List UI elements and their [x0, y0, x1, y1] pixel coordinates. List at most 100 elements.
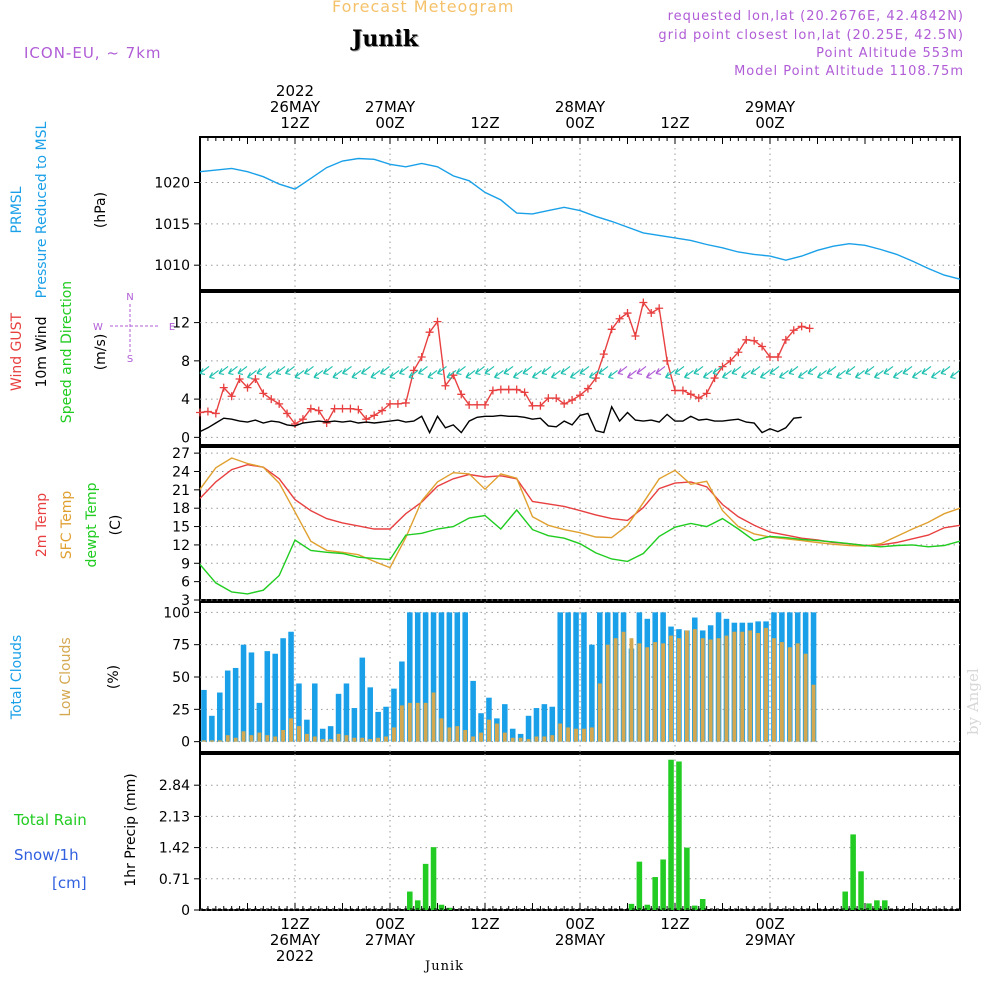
- gust-marker: [512, 385, 521, 394]
- low-cloud-bar: [566, 727, 571, 742]
- wind-direction-arrow: [626, 369, 637, 380]
- bottom-time-label: 2022: [276, 947, 314, 965]
- gust-marker: [726, 356, 735, 365]
- low-cloud-bar: [803, 653, 808, 742]
- total-cloud-bar: [573, 612, 579, 742]
- top-time-label: 00Z: [565, 114, 594, 132]
- wind-direction-arrow: [883, 365, 894, 376]
- low-cloud-bar: [677, 638, 681, 742]
- gust-marker: [552, 394, 561, 403]
- pressure-ytick-label: 1020: [154, 175, 190, 191]
- gust-marker: [576, 391, 584, 400]
- low-cloud-bar: [368, 739, 373, 742]
- low-cloud-bar: [241, 731, 246, 742]
- low-cloud-bar: [661, 643, 666, 742]
- total-cloud-bar: [248, 652, 255, 742]
- low-cloud-bar: [748, 630, 753, 742]
- gust-line: [199, 300, 810, 425]
- wind-direction-arrow: [408, 369, 419, 380]
- wind-direction-arrow: [702, 369, 713, 380]
- wind-direction-arrow: [522, 365, 533, 376]
- gust-marker: [631, 331, 640, 340]
- point-altitude: Point Altitude 553m: [816, 46, 964, 61]
- low-cloud-bar: [502, 732, 507, 742]
- rain-bar: [644, 904, 651, 910]
- wind-direction-arrow: [655, 365, 666, 376]
- total-cloud-bar: [502, 704, 508, 742]
- wind-direction-arrow: [332, 369, 343, 380]
- wind-direction-arrow: [617, 365, 628, 376]
- clouds-ytick-label: 75: [172, 638, 190, 654]
- low-cloud-bar: [352, 737, 357, 742]
- rain-bar: [652, 877, 658, 910]
- total-cloud-bar: [272, 653, 278, 742]
- low-cloud-bar: [724, 635, 729, 742]
- total-cloud-bar: [264, 651, 271, 742]
- wind-direction-arrow: [560, 365, 571, 376]
- low-cloud-bar: [550, 735, 555, 742]
- gust-marker: [544, 394, 553, 403]
- pressure-panel: 1010 1015 1020: [154, 136, 961, 291]
- bottom-time-label: 28MAY: [555, 931, 606, 949]
- clouds-ytick-label: 0: [181, 735, 190, 751]
- sfc-temp-line: [199, 457, 961, 569]
- low-cloud-bar: [431, 692, 436, 742]
- temperature-ylabel: SFC Temp: [59, 491, 75, 560]
- clouds-ylabel: Total Clouds: [9, 635, 25, 720]
- wind-direction-arrow: [636, 365, 647, 376]
- low-cloud-bar: [360, 737, 365, 742]
- clouds-ytick-label: 50: [172, 670, 190, 686]
- clouds-ytick-label: 100: [163, 605, 190, 621]
- gust-marker: [639, 298, 648, 307]
- low-cloud-bar: [684, 630, 689, 742]
- wind-direction-arrow: [512, 369, 523, 380]
- top-time-label: 27MAY: [365, 98, 416, 116]
- wind-direction-arrow: [275, 365, 286, 376]
- gust-marker: [750, 336, 759, 345]
- wind-direction-arrow: [493, 369, 504, 380]
- low-cloud-bar: [589, 727, 594, 742]
- requested-coordinates: requested lon,lat (20.2676E, 42.4842N): [667, 9, 964, 24]
- wind-direction-arrow: [465, 369, 476, 380]
- total-cloud-bar: [296, 683, 302, 742]
- clouds-ylabel: Low Clouds: [58, 637, 74, 716]
- wind-direction-arrow: [531, 369, 542, 380]
- total-cloud-bar: [597, 612, 603, 742]
- total-cloud-bar: [232, 667, 239, 742]
- precipitation-ytick-label: 2.84: [159, 778, 190, 794]
- gust-marker: [211, 409, 220, 418]
- low-cloud-bar: [297, 726, 301, 742]
- rain-bar: [692, 905, 698, 910]
- wind-direction-arrow: [873, 369, 884, 380]
- low-cloud-bar: [779, 642, 784, 742]
- gust-marker: [314, 406, 323, 415]
- gust-marker: [781, 335, 790, 344]
- low-cloud-bar: [811, 684, 816, 742]
- gust-marker: [465, 400, 474, 409]
- rain-bar: [684, 847, 690, 910]
- gust-marker: [568, 396, 577, 405]
- low-cloud-bar: [487, 719, 491, 742]
- total-cloud-bar: [399, 661, 405, 742]
- total-cloud-bar: [343, 683, 350, 742]
- gust-marker: [393, 399, 402, 408]
- footer-station-name: Junik: [425, 959, 464, 974]
- wind-direction-arrow: [541, 365, 552, 376]
- wind-direction-arrow: [474, 365, 485, 376]
- gust-marker: [473, 400, 482, 409]
- rain-bar: [676, 761, 682, 910]
- wind-direction-arrow: [389, 369, 400, 380]
- wind-direction-arrow: [826, 365, 837, 376]
- wind-direction-arrow: [816, 369, 827, 380]
- temperature-ylabel: 2m Temp: [34, 493, 50, 557]
- total-cloud-bar: [407, 612, 413, 742]
- top-time-label: 12Z: [280, 114, 309, 132]
- wind-direction-arrow: [674, 365, 685, 376]
- total-cloud-bar: [304, 719, 310, 742]
- total-cloud-bar: [256, 702, 263, 742]
- total-cloud-bar: [462, 612, 468, 742]
- pressure-ytick-label: 1015: [154, 217, 190, 233]
- low-cloud-bar: [407, 702, 412, 742]
- gust-marker: [298, 415, 307, 424]
